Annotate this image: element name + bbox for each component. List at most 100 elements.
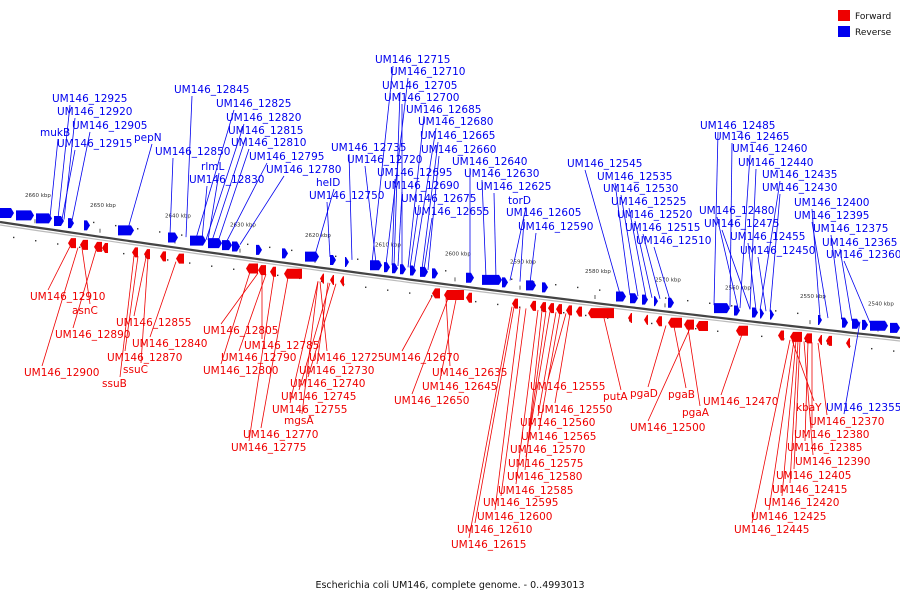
forward-leader-line (81, 248, 91, 305)
reverse-gene-label: UM146_12815 (228, 125, 303, 137)
reverse-gene-arrow (420, 266, 428, 277)
reverse-leader-line (739, 154, 751, 309)
forward-leader-line (411, 298, 449, 395)
forward-gene-arrow (804, 333, 812, 344)
reverse-gene-label: UM146_12660 (421, 144, 496, 156)
forward-gene-label: UM146_12770 (243, 429, 318, 441)
forward-gene-arrow (340, 276, 344, 287)
reverse-gene-label: UM146_12530 (603, 183, 678, 195)
minor-tick (761, 335, 763, 338)
minor-tick (629, 320, 631, 322)
minor-tick (577, 286, 579, 289)
reverse-leader-line (759, 180, 781, 311)
forward-leader-line (537, 312, 557, 417)
minor-tick (247, 243, 249, 246)
reverse-gene-label: UM146_12820 (226, 112, 301, 124)
reverse-gene-label: UM146_12630 (464, 168, 539, 180)
forward-leader-line (494, 307, 521, 511)
reverse-gene-label: UM146_12640 (452, 156, 527, 168)
minor-tick (137, 228, 139, 230)
forward-gene-label: UM146_12445 (734, 524, 809, 536)
reverse-gene-label: UM146_12905 (72, 120, 147, 132)
reverse-leader-line (614, 182, 631, 296)
minor-tick (181, 234, 183, 236)
forward-leader-line (781, 340, 797, 497)
forward-leader-line (793, 340, 801, 470)
reverse-gene-arrow (760, 308, 764, 319)
forward-gene-label: UM146_12755 (272, 404, 347, 416)
forward-gene-label: UM146_12425 (751, 511, 826, 523)
reverse-leader-line (195, 109, 235, 239)
reverse-leader-line (348, 153, 353, 260)
forward-gene-label: UM146_12610 (457, 524, 532, 536)
label-layer: UM146_12925UM146_12920UM146_12905mukBUM1… (24, 54, 900, 551)
forward-leader-line (401, 296, 433, 352)
minor-tick (497, 303, 499, 306)
forward-gene-arrow (644, 314, 648, 325)
reverse-leader-line (409, 204, 420, 268)
reverse-gene-arrow (482, 274, 502, 285)
reverse-gene-label: UM146_12925 (52, 93, 127, 105)
reverse-gene-arrow (734, 305, 740, 316)
reverse-gene-arrow (862, 319, 868, 330)
forward-gene-arrow (684, 319, 694, 330)
forward-gene-label: UM146_12645 (422, 381, 497, 393)
reverse-gene-label: UM146_12915 (57, 138, 132, 150)
forward-gene-arrow (102, 243, 108, 254)
tick-label: 2560 kbp (725, 286, 751, 292)
reverse-gene-arrow (282, 248, 288, 259)
reverse-gene-label: UM146_12510 (636, 235, 711, 247)
reverse-leader-line (239, 175, 285, 245)
reverse-leader-line (749, 168, 757, 310)
forward-leader-line (527, 311, 551, 444)
reverse-gene-arrow (630, 293, 638, 304)
minor-tick (269, 246, 271, 249)
forward-leader-line (687, 328, 701, 407)
minor-tick (13, 236, 15, 239)
forward-leader-line (647, 325, 667, 388)
minor-tick (357, 258, 359, 260)
forward-leader-line (791, 339, 815, 402)
reverse-gene-label: UM146_12520 (617, 209, 692, 221)
forward-leader-line (238, 274, 267, 352)
forward-leader-line (119, 255, 135, 378)
reverse-leader-line (49, 138, 59, 218)
tick-label: 2650 kbp (90, 203, 116, 209)
minor-tick (79, 246, 81, 248)
forward-gene-arrow (696, 321, 708, 332)
forward-leader-line (804, 341, 809, 442)
reverse-leader-line (811, 208, 821, 318)
reverse-leader-line (391, 178, 396, 266)
reverse-leader-line (225, 162, 268, 243)
reverse-gene-arrow (852, 318, 860, 329)
forward-gene-label: UM146_12670 (384, 352, 459, 364)
forward-gene-label: asnC (72, 305, 98, 317)
minor-tick (555, 284, 557, 286)
minor-tick (57, 243, 59, 245)
forward-gene-label: UM146_12415 (772, 484, 847, 496)
forward-gene-arrow (176, 253, 184, 264)
reverse-leader-line (71, 131, 91, 221)
forward-leader-line (124, 256, 139, 352)
reverse-gene-arrow (432, 268, 438, 279)
forward-leader-line (547, 313, 567, 381)
minor-tick (871, 347, 873, 350)
forward-leader-line (515, 309, 539, 485)
reverse-leader-line (207, 172, 220, 241)
forward-gene-arrow (556, 304, 562, 315)
minor-tick (71, 218, 73, 220)
reverse-gene-arrow (168, 232, 178, 243)
reverse-leader-line (811, 221, 829, 319)
reverse-gene-arrow (16, 210, 34, 221)
forward-gene-arrow (846, 338, 850, 349)
reverse-gene-arrow (330, 254, 336, 265)
forward-gene-arrow (330, 274, 334, 285)
forward-gene-label: UM146_12470 (703, 396, 778, 408)
forward-gene-arrow (144, 249, 150, 260)
minor-tick (115, 224, 117, 227)
forward-gene-label: UM146_12555 (530, 381, 605, 393)
forward-gene-label: UM146_12855 (116, 317, 191, 329)
forward-gene-label: UM146_12370 (809, 416, 884, 428)
reverse-gene-arrow (36, 213, 52, 224)
